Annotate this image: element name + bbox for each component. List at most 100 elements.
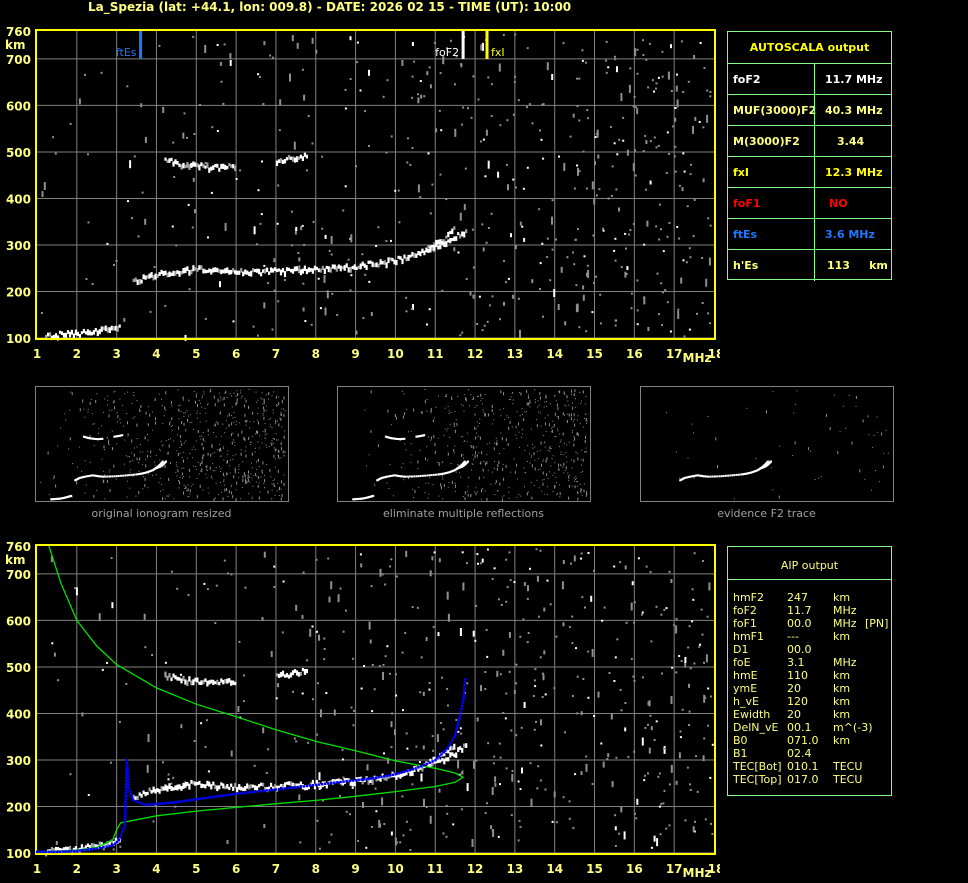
noise-speck [419, 691, 422, 694]
noise-speck [453, 422, 455, 426]
aip-trace-point [454, 733, 457, 736]
echo-trace-point [141, 472, 144, 475]
noise-speck [579, 483, 581, 485]
aip-trace-point [105, 845, 108, 848]
echo-trace-point [220, 163, 223, 169]
y-tick-label: 200 [6, 800, 31, 814]
noise-speck [176, 475, 178, 477]
noise-speck [139, 408, 141, 412]
noise-speck [455, 55, 458, 58]
noise-speck [254, 451, 256, 453]
noise-speck [473, 760, 475, 769]
echo-trace-point [214, 784, 217, 790]
noise-speck [241, 395, 243, 397]
x-tick-label: 14 [546, 862, 563, 876]
noise-speck [208, 492, 210, 494]
echo-trace-point [319, 783, 322, 789]
noise-speck [577, 433, 579, 437]
echo-trace-point [415, 475, 418, 478]
noise-speck [504, 419, 506, 421]
noise-speck [352, 724, 355, 727]
noise-speck [159, 477, 161, 479]
aip-trace-point [115, 840, 119, 844]
noise-speck [576, 164, 579, 167]
noise-speck [126, 496, 128, 498]
noise-speck [168, 444, 170, 448]
noise-speck [558, 467, 560, 471]
aip-trace-point [447, 744, 451, 748]
noise-speck [252, 325, 255, 328]
noise-speck [694, 820, 696, 823]
noise-speck [493, 468, 495, 470]
noise-speck [189, 422, 191, 423]
noise-speck [235, 402, 237, 406]
noise-speck [164, 661, 167, 664]
noise-speck [577, 497, 579, 501]
noise-speck [115, 478, 117, 480]
echo-trace-point [403, 254, 406, 259]
noise-speck [661, 324, 663, 327]
noise-speck [635, 817, 638, 820]
echo-trace-point [70, 329, 73, 335]
aip-trace-point [455, 728, 458, 731]
noise-speck [668, 570, 671, 573]
noise-speck [486, 461, 488, 465]
noise-speck [293, 141, 296, 150]
noise-speck [301, 692, 304, 695]
noise-speck [484, 671, 487, 673]
noise-speck [876, 431, 878, 433]
noise-speck [585, 413, 587, 415]
noise-speck [422, 745, 425, 750]
noise-speck [107, 399, 109, 401]
noise-speck [626, 266, 629, 271]
echo-trace-point [111, 475, 114, 478]
noise-speck [328, 841, 331, 844]
noise-speck [526, 106, 528, 109]
noise-speck [708, 582, 711, 591]
echo-trace-point [275, 160, 279, 166]
noise-speck [448, 482, 450, 483]
noise-speck [69, 773, 72, 776]
noise-speck [666, 131, 669, 134]
noise-speck [680, 40, 683, 43]
noise-speck [584, 451, 585, 453]
echo-trace-point [146, 791, 149, 796]
noise-speck [472, 75, 475, 78]
noise-speck [497, 835, 500, 838]
noise-speck [855, 395, 857, 399]
noise-speck [491, 423, 493, 425]
noise-speck [560, 464, 561, 466]
noise-speck [140, 103, 143, 108]
noise-speck [485, 241, 488, 244]
noise-speck [183, 484, 185, 486]
noise-speck [568, 475, 570, 479]
echo-trace-point [80, 476, 83, 479]
noise-speck [281, 400, 283, 404]
echo-trace-point [457, 232, 460, 236]
noise-speck [195, 468, 197, 470]
noise-speck [684, 819, 687, 822]
echo-trace-point [753, 470, 756, 473]
noise-speck [607, 753, 610, 758]
echo-trace-point [138, 279, 141, 285]
noise-speck [462, 582, 465, 591]
noise-speck [602, 227, 604, 230]
noise-speck [233, 475, 235, 479]
param-value: NO [829, 197, 848, 210]
noise-speck [568, 441, 570, 443]
noise-speck [204, 440, 206, 442]
noise-speck [126, 480, 128, 482]
noise-speck [533, 728, 536, 731]
echo-trace-point [252, 268, 255, 273]
aip-trace-point [299, 785, 302, 788]
noise-speck [244, 474, 246, 476]
echo-trace-point [291, 156, 295, 162]
noise-speck [480, 461, 482, 465]
echo-trace-point [119, 474, 122, 477]
echo-trace-point [743, 473, 746, 475]
noise-speck [696, 312, 698, 315]
noise-speck [454, 83, 456, 86]
noise-speck [302, 571, 305, 574]
echo-trace-point [402, 475, 405, 478]
noise-speck [81, 470, 83, 472]
